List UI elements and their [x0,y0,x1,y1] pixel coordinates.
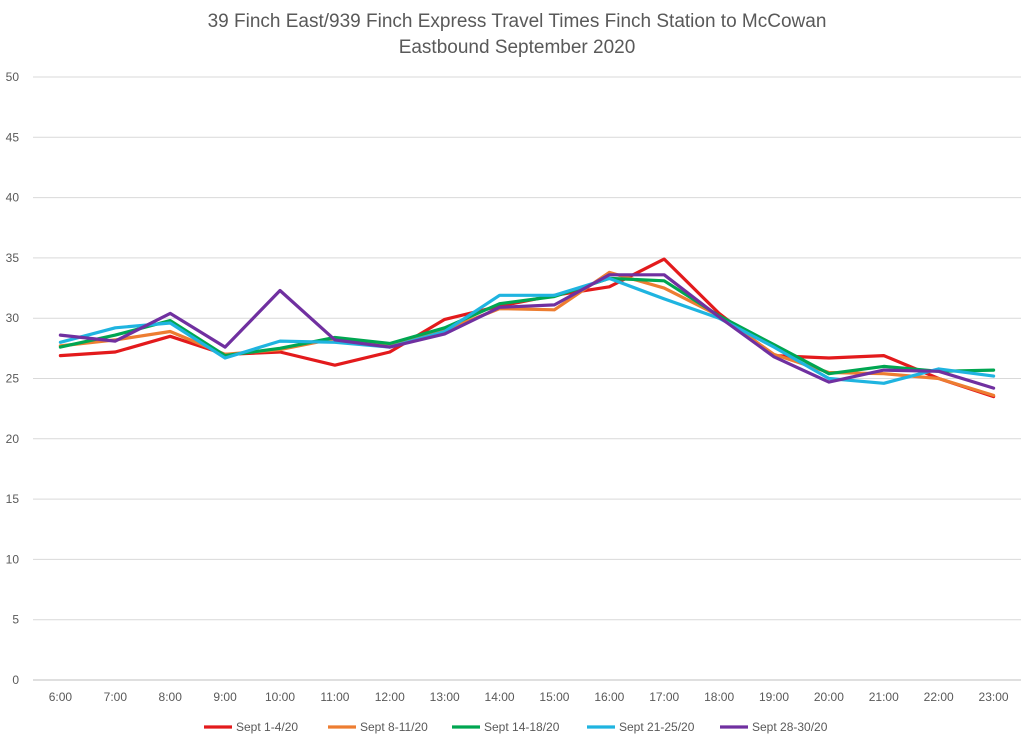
x-axis-ticks: 6:00 7:00 8:00 9:00 10:00 11:00 12:00 13:00 14:0… [49,690,1009,704]
x-tick-label: 13:00 [430,690,460,704]
gridlines [33,76,1021,681]
legend-item: Sept 1-4/20 [204,720,298,734]
x-tick-label: 6:00 [49,690,73,704]
x-tick-label: 19:00 [759,690,789,704]
x-tick-label: 18:00 [704,690,734,704]
chart-title-line-1: 39 Finch East/939 Finch Express Travel T… [208,11,827,32]
legend-label: Sept 28-30/20 [752,720,828,734]
legend-label: Sept 21-25/20 [619,720,695,734]
y-tick-label: 5 [12,613,19,627]
x-tick-label: 7:00 [104,690,128,704]
legend-label: Sept 8-11/20 [360,720,428,734]
y-tick-label: 30 [6,311,20,325]
legend-item: Sept 8-11/20 [328,720,428,734]
legend-item: Sept 28-30/20 [720,720,828,734]
x-tick-label: 12:00 [375,690,405,704]
y-tick-label: 25 [6,372,20,386]
x-tick-label: 14:00 [485,690,515,704]
legend: Sept 1-4/20 Sept 8-11/20 Sept 14-18/20 Sept… [204,720,828,734]
chart-title-line-2: Eastbound September 2020 [399,37,636,58]
x-tick-label: 22:00 [924,690,954,704]
series-line-5 [58,273,996,390]
x-tick-label: 23:00 [979,690,1009,704]
legend-item: Sept 21-25/20 [587,720,695,734]
x-tick-label: 9:00 [213,690,237,704]
y-tick-label: 15 [6,492,20,506]
x-tick-label: 21:00 [869,690,899,704]
y-tick-label: 40 [6,191,20,205]
y-tick-label: 20 [6,432,20,446]
legend-label: Sept 1-4/20 [236,720,298,734]
x-tick-label: 8:00 [159,690,183,704]
x-tick-label: 15:00 [539,690,569,704]
x-tick-label: 11:00 [320,690,349,704]
y-axis-ticks: 0 5 10 15 20 25 30 35 40 45 50 [6,70,20,687]
x-tick-label: 16:00 [594,690,624,704]
legend-item: Sept 14-18/20 [452,720,560,734]
series-line-3 [58,276,996,376]
x-tick-label: 20:00 [814,690,844,704]
legend-label: Sept 14-18/20 [484,720,560,734]
series-lines [58,257,996,399]
y-tick-label: 10 [6,552,20,566]
x-tick-label: 17:00 [649,690,679,704]
y-tick-label: 35 [6,251,20,265]
y-tick-label: 45 [6,130,20,144]
x-tick-label: 10:00 [265,690,295,704]
y-tick-label: 50 [6,70,20,84]
y-tick-label: 0 [12,673,19,687]
